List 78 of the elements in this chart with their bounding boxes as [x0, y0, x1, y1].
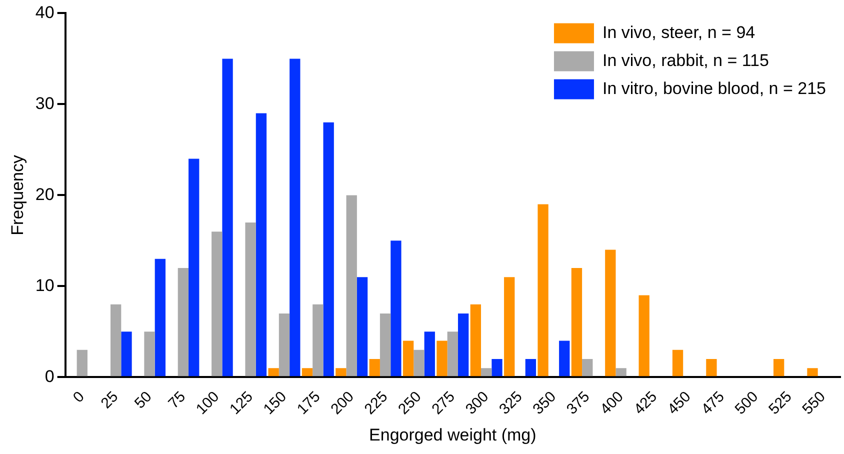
bar [110, 304, 122, 376]
x-tick-label: 425 [630, 388, 661, 418]
x-tick-label: 525 [766, 388, 796, 418]
y-tick-label: 30 [35, 94, 54, 113]
bar [538, 204, 548, 376]
bar [571, 268, 582, 376]
legend-label: In vivo, rabbit, n = 115 [602, 50, 769, 70]
bar [447, 332, 458, 376]
bar [436, 340, 448, 376]
y-axis-title: Frequency [8, 154, 27, 236]
bar [222, 58, 233, 376]
x-tick-label: 25 [98, 388, 122, 412]
x-tick-label: 375 [563, 388, 594, 418]
bar [414, 350, 424, 376]
bar [559, 340, 570, 376]
bar [525, 358, 536, 376]
x-tick-label: 225 [361, 388, 392, 418]
bar [773, 358, 784, 376]
x-tick-label: 500 [732, 388, 762, 418]
bar [302, 368, 313, 376]
bar [492, 358, 502, 376]
y-tick-label: 20 [35, 184, 54, 204]
bar [672, 350, 684, 376]
x-tick-label: 350 [530, 388, 560, 418]
x-tick-label: 50 [131, 388, 156, 412]
bar [582, 358, 593, 376]
x-tick-label: 175 [294, 388, 324, 418]
x-tick-label: 250 [395, 388, 425, 418]
legend-label: In vivo, steer, n = 94 [602, 22, 756, 42]
x-tick-label: 400 [597, 388, 627, 418]
bar [312, 304, 324, 376]
bar [470, 304, 482, 376]
y-tick-label: 0 [44, 366, 54, 386]
bar [390, 240, 402, 376]
bar [706, 358, 717, 376]
bar [178, 268, 189, 376]
bar [212, 232, 222, 376]
x-tick-label: 450 [664, 388, 694, 418]
x-tick-label: 75 [165, 388, 189, 412]
bar [369, 358, 380, 376]
bar [256, 113, 267, 376]
x-tick-label: 150 [260, 388, 290, 418]
bar [323, 122, 334, 376]
x-tick-label: 125 [226, 388, 256, 418]
bar [481, 368, 492, 376]
bar [807, 368, 818, 376]
bar [605, 250, 616, 376]
bar [346, 195, 357, 376]
x-tick-label: 200 [328, 388, 358, 418]
x-tick-label: 275 [428, 388, 458, 418]
bar [188, 158, 200, 376]
bar [290, 58, 300, 376]
bar [380, 313, 391, 376]
bar [268, 368, 279, 376]
bar [504, 277, 515, 376]
bar [154, 258, 166, 376]
bar [356, 277, 368, 376]
x-axis-title: Engorged weight (mg) [369, 425, 536, 444]
x-tick-label: 0 [70, 388, 88, 406]
x-tick-label: 475 [698, 388, 728, 418]
bar [245, 222, 256, 376]
x-tick-label: 325 [496, 388, 526, 418]
x-tick-label: 100 [192, 388, 223, 418]
x-tick-label: 300 [462, 388, 492, 418]
bar [616, 368, 626, 376]
bar [458, 313, 469, 376]
bar [424, 332, 435, 376]
bar [402, 340, 414, 376]
bar [76, 350, 88, 376]
bar [638, 295, 650, 376]
bar [336, 368, 346, 376]
bar [121, 332, 132, 376]
x-tick-label: 550 [799, 388, 829, 418]
y-tick-label: 10 [35, 276, 54, 295]
y-tick-label: 40 [35, 2, 54, 22]
bar [144, 332, 155, 376]
bar [278, 313, 290, 376]
legend-label: In vitro, bovine blood, n = 215 [602, 78, 826, 98]
